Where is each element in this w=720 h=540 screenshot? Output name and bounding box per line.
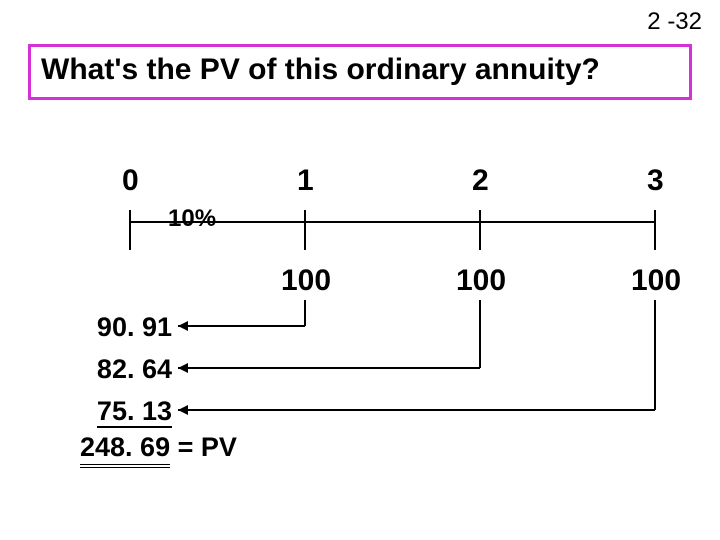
timeline-label-0: 0: [122, 164, 139, 198]
timeline-label-1: 1: [297, 164, 314, 198]
payment-2: 100: [456, 264, 506, 298]
pv-row-1: 90. 91: [97, 312, 172, 343]
timeline-label-3: 3: [647, 164, 664, 198]
pv-row-3-value: 75. 13: [97, 396, 172, 428]
payment-1: 100: [281, 264, 331, 298]
pv-total-suffix: = PV: [170, 432, 237, 462]
payment-3: 100: [631, 264, 681, 298]
pv-row-3: 75. 13: [97, 396, 172, 427]
pv-total-value: 248. 69: [80, 432, 170, 468]
pv-row-2: 82. 64: [97, 354, 172, 385]
timeline-label-2: 2: [472, 164, 489, 198]
pv-total-row: 248. 69 = PV: [80, 432, 237, 463]
rate-label: 10%: [168, 205, 216, 233]
diagram-layer: 0 1 2 3 10% 100 100 100 90. 91 82. 64 75…: [0, 0, 720, 540]
